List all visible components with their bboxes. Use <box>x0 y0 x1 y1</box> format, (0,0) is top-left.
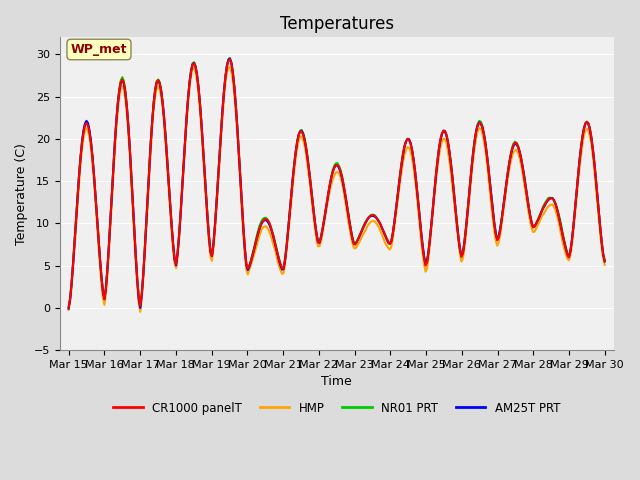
HMP <box>225 64 232 70</box>
AM25T PRT <box>573 191 580 197</box>
Line: AM25T PRT: AM25T PRT <box>68 59 605 309</box>
CR1000 panelT <box>601 258 609 264</box>
CR1000 panelT <box>301 137 308 143</box>
AM25T PRT <box>131 228 138 234</box>
HMP <box>246 267 253 273</box>
CR1000 panelT <box>244 265 252 271</box>
NR01 PRT <box>226 55 234 61</box>
AM25T PRT <box>601 259 609 264</box>
HMP <box>131 235 138 241</box>
NR01 PRT <box>601 258 609 264</box>
AM25T PRT <box>226 56 234 61</box>
CR1000 panelT <box>226 57 234 62</box>
NR01 PRT <box>225 56 232 62</box>
NR01 PRT <box>244 266 252 272</box>
NR01 PRT <box>253 233 260 239</box>
HMP <box>601 262 609 268</box>
HMP <box>255 237 262 242</box>
AM25T PRT <box>244 267 252 273</box>
Legend: CR1000 panelT, HMP, NR01 PRT, AM25T PRT: CR1000 panelT, HMP, NR01 PRT, AM25T PRT <box>108 397 565 419</box>
AM25T PRT <box>225 57 232 62</box>
HMP <box>136 309 144 315</box>
Line: NR01 PRT: NR01 PRT <box>68 58 605 307</box>
HMP <box>228 69 236 74</box>
AM25T PRT <box>301 137 308 143</box>
Text: WP_met: WP_met <box>71 43 127 56</box>
AM25T PRT <box>65 306 72 312</box>
NR01 PRT <box>573 191 580 197</box>
HMP <box>574 182 582 188</box>
HMP <box>302 151 310 157</box>
CR1000 panelT <box>131 227 138 232</box>
HMP <box>65 307 72 313</box>
NR01 PRT <box>131 227 138 232</box>
AM25T PRT <box>253 236 260 241</box>
NR01 PRT <box>65 304 72 310</box>
Y-axis label: Temperature (C): Temperature (C) <box>15 143 28 245</box>
CR1000 panelT <box>65 305 72 311</box>
CR1000 panelT <box>253 236 260 241</box>
CR1000 panelT <box>225 58 232 63</box>
Line: HMP: HMP <box>68 67 605 312</box>
CR1000 panelT <box>573 191 580 197</box>
NR01 PRT <box>301 135 308 141</box>
X-axis label: Time: Time <box>321 375 352 388</box>
Title: Temperatures: Temperatures <box>280 15 394 33</box>
Line: CR1000 panelT: CR1000 panelT <box>68 60 605 308</box>
